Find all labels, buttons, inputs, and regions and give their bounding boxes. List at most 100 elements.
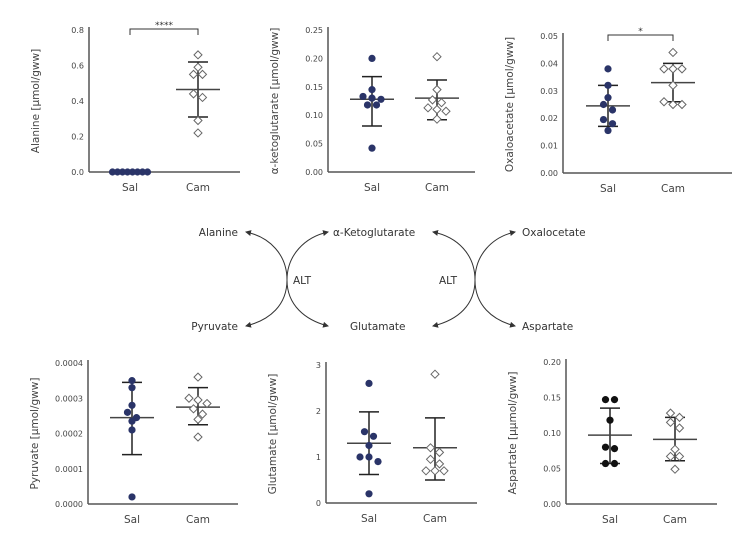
alt-pathway-diagram: Alanine α-Ketoglutarate Oxalocetate ALT … <box>191 227 585 333</box>
data-point-sal <box>604 126 612 135</box>
y-tick-label: 0.0002 <box>55 430 83 439</box>
data-point-sal <box>604 65 612 73</box>
chart-alanine: 0.0 0.2 0.4 0.6 0.8 Sal Cam Alanine [µmol/gww] *… <box>30 21 240 194</box>
data-point-sal <box>118 168 127 176</box>
data-point-sal <box>368 94 376 102</box>
data-point-cam <box>432 84 442 95</box>
y-axis-label: Aspartate [µµmol/gww] <box>507 371 519 494</box>
significance-label: **** <box>155 21 174 31</box>
x-tick-label: Sal <box>364 182 380 194</box>
data-point-sal <box>123 168 132 176</box>
data-point-cam <box>425 454 436 465</box>
data-point-cam <box>430 466 440 476</box>
y-axis-label: Glutamate [µmol/gww] <box>267 374 279 495</box>
data-point-sal <box>599 115 608 124</box>
data-point-sal <box>599 100 608 109</box>
arc-right-upper-left <box>432 230 476 281</box>
arc-akg-glutamate-lower <box>286 279 329 328</box>
y-tick-label: 0.02 <box>540 114 558 123</box>
data-point-cam <box>670 444 680 455</box>
x-tick-label: Cam <box>425 182 449 194</box>
label-glutamate: Glutamate <box>350 321 406 333</box>
y-tick-label: 0.0003 <box>55 394 83 403</box>
significance-bracket <box>129 28 199 35</box>
data-point-cam <box>674 451 685 462</box>
y-tick-label: 0.8 <box>71 26 84 35</box>
label-alt-left: ALT <box>293 275 312 287</box>
data-point-sal <box>113 168 122 176</box>
data-point-cam <box>441 106 451 116</box>
data-point-cam <box>432 114 442 124</box>
y-tick-label: 0.00 <box>305 168 323 177</box>
data-point-sal <box>360 428 369 436</box>
arc-right-lower-left <box>432 279 476 328</box>
data-point-cam <box>439 466 449 476</box>
data-point-cam <box>423 103 433 113</box>
y-tick-label: 0.10 <box>305 111 323 120</box>
x-tick-label: Sal <box>600 183 616 195</box>
y-tick-label: 0.05 <box>305 140 323 149</box>
y-tick-label: 0.0001 <box>55 465 83 474</box>
y-axis-label: Alanine [µmol/gww] <box>30 49 42 153</box>
data-point-sal <box>374 458 382 466</box>
data-point-cam <box>193 395 203 405</box>
significance-bracket <box>607 34 674 41</box>
x-tick-label: Cam <box>661 183 685 195</box>
data-point-cam <box>193 432 203 442</box>
arc-right-upper-right <box>474 230 516 281</box>
y-tick-label: 0.25 <box>305 26 323 35</box>
y-axis-label: α-ketoglutarate [µmol/gww] <box>269 28 281 175</box>
y-tick-label: 0.0 <box>71 168 84 177</box>
data-point-cam <box>202 398 212 409</box>
label-aspartate: Aspartate <box>522 321 573 333</box>
data-point-cam <box>193 62 203 72</box>
data-point-sal <box>608 106 617 114</box>
data-point-cam <box>197 409 208 419</box>
data-point-sal <box>128 168 137 176</box>
y-tick-label: 0.05 <box>540 32 558 41</box>
data-point-sal <box>359 92 367 101</box>
data-point-cam <box>430 369 440 379</box>
arc-right-lower-right <box>474 279 516 328</box>
y-tick-label: 0.15 <box>305 83 323 92</box>
label-pyruvate: Pyruvate <box>191 321 238 333</box>
y-tick-label: 0.04 <box>540 59 558 68</box>
data-point-cam <box>193 115 203 126</box>
data-point-cam <box>674 423 685 433</box>
label-alanine: Alanine <box>199 227 238 239</box>
data-point-cam <box>665 408 676 418</box>
data-point-sal <box>128 417 136 425</box>
data-point-cam <box>197 69 208 80</box>
data-point-cam <box>421 466 431 476</box>
data-point-cam <box>668 64 678 74</box>
x-tick-label: Cam <box>186 182 210 194</box>
y-tick-label: 1 <box>316 453 321 462</box>
y-tick-label: 3 <box>316 361 321 370</box>
x-tick-label: Sal <box>124 514 140 526</box>
data-point-sal <box>128 493 136 501</box>
data-point-cam <box>677 99 687 110</box>
y-tick-label: 0.6 <box>71 62 84 71</box>
data-point-cam <box>677 64 687 74</box>
data-point-cam <box>184 393 194 403</box>
data-point-sal <box>610 459 619 468</box>
data-point-sal <box>368 54 376 63</box>
y-tick-label: 0.0000 <box>55 500 83 509</box>
data-point-cam <box>188 69 199 80</box>
x-tick-label: Sal <box>122 182 138 194</box>
y-tick-label: 0.2 <box>71 133 84 142</box>
y-tick-label: 2 <box>316 407 321 416</box>
data-point-sal <box>108 168 117 176</box>
data-point-cam <box>197 92 208 103</box>
data-point-sal <box>133 168 142 176</box>
data-point-cam <box>665 417 676 428</box>
x-tick-label: Cam <box>663 514 687 526</box>
label-oxalocetate: Oxalocetate <box>522 227 586 239</box>
data-point-cam <box>193 414 203 425</box>
y-axis-label: Oxaloacetate [µmol/gww] <box>504 37 516 172</box>
data-point-cam <box>427 95 438 105</box>
y-tick-label: 0.10 <box>543 429 561 438</box>
data-point-sal <box>608 120 617 128</box>
y-tick-label: 0.20 <box>305 54 323 63</box>
